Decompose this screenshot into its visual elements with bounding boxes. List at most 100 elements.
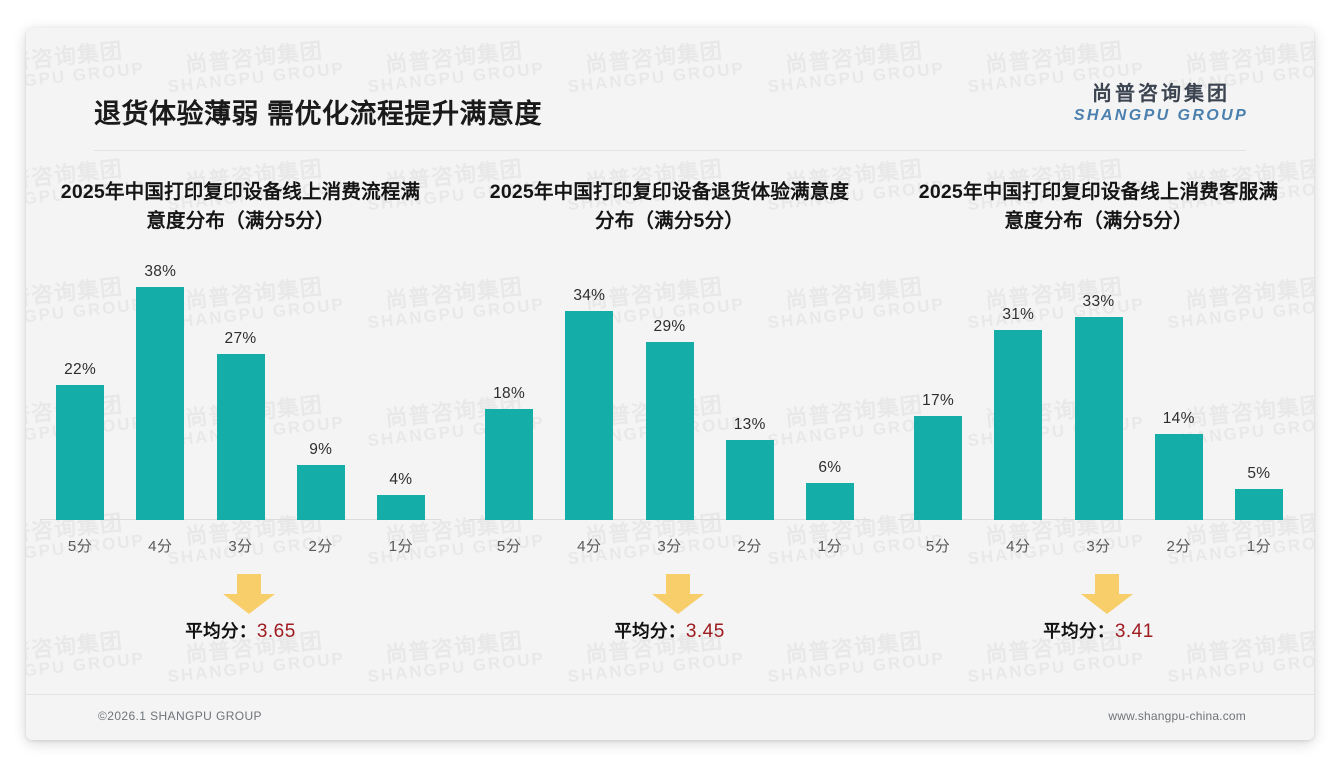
bar-slot: 17%: [898, 262, 978, 520]
bar-value-label: 14%: [1162, 410, 1195, 427]
bar-slot: 18%: [469, 262, 549, 520]
bar-value-label: 38%: [144, 263, 177, 280]
average-score-value: 3.65: [256, 621, 296, 642]
x-axis-label: 2分: [737, 538, 762, 555]
bar-value-label: 27%: [224, 330, 257, 347]
average-score-label: 平均分：: [614, 621, 686, 641]
x-axis-label: 2分: [1166, 538, 1191, 555]
bar[interactable]: [376, 495, 425, 520]
down-arrow-icon: [222, 574, 275, 614]
bar-slot: 34%: [549, 262, 629, 520]
chart-title: 2025年中国打印复印设备线上消费客服满意度分布（满分5分）: [918, 181, 1279, 233]
bar[interactable]: [645, 342, 694, 520]
bar-value-label: 22%: [64, 361, 97, 378]
x-axis-label: 1分: [388, 538, 414, 555]
x-axis-label: 1分: [817, 538, 843, 555]
brand-logo-en: SHANGPU GROUP: [1073, 107, 1249, 124]
average-score-label: 平均分：: [185, 621, 257, 641]
x-axis-labels: 5分 4分 3分 2分 1分: [898, 535, 1299, 556]
bar-slot: 4%: [361, 262, 441, 520]
bar[interactable]: [1154, 434, 1203, 520]
bar[interactable]: [994, 330, 1043, 520]
brand-logo: 尚普咨询集团 SHANGPU GROUP: [1056, 83, 1266, 125]
bar[interactable]: [725, 440, 774, 520]
chart-title: 2025年中国打印复印设备退货体验满意度分布（满分5分）: [489, 181, 850, 233]
bar-slot: 14%: [1139, 262, 1219, 520]
bar[interactable]: [565, 311, 614, 520]
bar[interactable]: [1074, 317, 1123, 520]
bar-slot: 22%: [40, 262, 120, 520]
x-axis-label: 1分: [1246, 538, 1272, 555]
bar[interactable]: [805, 483, 854, 520]
bar-slot: 6%: [790, 262, 870, 520]
average-score-block: 平均分：3.65: [40, 570, 441, 656]
slide-footer: ©2026.1 SHANGPU GROUP www.shangpu-china.…: [26, 694, 1314, 740]
bar[interactable]: [136, 287, 185, 520]
bar-value-label: 31%: [1002, 306, 1035, 323]
x-axis-label: 4分: [1006, 538, 1031, 555]
bar-chart: 22% 38% 27% 9% 4% 5分 4分 3分 2分 1分: [40, 262, 441, 562]
bar-slot: 9%: [281, 262, 361, 520]
charts-row: 2025年中国打印复印设备线上消费流程满意度分布（满分5分） 22% 38% 27% 9…: [26, 178, 1314, 656]
x-axis-label: 4分: [577, 538, 602, 555]
x-axis-label: 3分: [228, 538, 253, 555]
bar-value-label: 33%: [1082, 293, 1115, 310]
bar-slot: 33%: [1058, 262, 1138, 520]
bar-slot: 31%: [978, 262, 1058, 520]
bar-value-label: 4%: [389, 471, 413, 488]
average-score-text: 平均分：3.45: [469, 618, 870, 643]
chart-title: 2025年中国打印复印设备线上消费流程满意度分布（满分5分）: [60, 181, 421, 233]
bar-value-label: 34%: [573, 287, 606, 304]
x-axis-labels: 5分 4分 3分 2分 1分: [469, 535, 870, 556]
bar-chart: 18% 34% 29% 13% 6% 5分 4分 3分 2分 1分: [469, 262, 870, 562]
bar[interactable]: [296, 465, 345, 520]
bar-value-label: 6%: [818, 459, 842, 476]
slide-header: 退货体验薄弱 需优化流程提升满意度 尚普咨询集团 SHANGPU GROUP: [26, 28, 1314, 146]
bar[interactable]: [216, 354, 265, 520]
brand-logo-cn: 尚普咨询集团: [1092, 83, 1230, 105]
average-score-value: 3.45: [685, 621, 725, 642]
bar-value-label: 9%: [309, 441, 333, 458]
bar-slot: 27%: [200, 262, 280, 520]
chart-panel: 2025年中国打印复印设备线上消费流程满意度分布（满分5分） 22% 38% 27% 9…: [26, 178, 455, 656]
bar-group: 22% 38% 27% 9% 4%: [40, 262, 441, 520]
header-divider: [94, 150, 1246, 151]
bar[interactable]: [56, 385, 105, 520]
page-title: 退货体验薄弱 需优化流程提升满意度: [94, 99, 543, 129]
x-axis-label: 5分: [67, 538, 93, 555]
average-score-block: 平均分：3.45: [469, 570, 870, 656]
average-score-text: 平均分：3.41: [898, 618, 1299, 643]
bar[interactable]: [485, 409, 534, 520]
bar[interactable]: [914, 416, 963, 520]
bar-value-label: 5%: [1247, 465, 1271, 482]
x-axis-label: 4分: [148, 538, 173, 555]
bar-slot: 38%: [120, 262, 200, 520]
bar[interactable]: [1234, 489, 1283, 520]
average-score-text: 平均分：3.65: [40, 618, 441, 643]
bar-value-label: 29%: [653, 318, 686, 335]
bar-group: 18% 34% 29% 13% 6%: [469, 262, 870, 520]
down-arrow-icon: [1080, 574, 1133, 614]
down-arrow-icon: [651, 574, 704, 614]
average-score-block: 平均分：3.41: [898, 570, 1299, 656]
footer-copyright: ©2026.1 SHANGPU GROUP: [98, 709, 262, 723]
bar-value-label: 18%: [493, 385, 526, 402]
bar-chart: 17% 31% 33% 14% 5% 5分 4分 3分 2分 1分: [898, 262, 1299, 562]
average-score-label: 平均分：: [1043, 621, 1115, 641]
bar-value-label: 13%: [733, 416, 766, 433]
x-axis-label: 5分: [496, 538, 522, 555]
x-axis-label: 2分: [308, 538, 333, 555]
x-axis-label: 3分: [1086, 538, 1111, 555]
bar-group: 17% 31% 33% 14% 5%: [898, 262, 1299, 520]
chart-panel: 2025年中国打印复印设备退货体验满意度分布（满分5分） 18% 34% 29% 13%…: [455, 178, 884, 656]
bar-slot: 13%: [710, 262, 790, 520]
footer-website[interactable]: www.shangpu-china.com: [1108, 709, 1246, 723]
chart-panel: 2025年中国打印复印设备线上消费客服满意度分布（满分5分） 17% 31% 33% 1…: [884, 178, 1313, 656]
bar-value-label: 17%: [922, 392, 955, 409]
bar-slot: 5%: [1219, 262, 1299, 520]
bar-slot: 29%: [629, 262, 709, 520]
average-score-value: 3.41: [1114, 621, 1154, 642]
x-axis-label: 3分: [657, 538, 682, 555]
x-axis-label: 5分: [925, 538, 951, 555]
